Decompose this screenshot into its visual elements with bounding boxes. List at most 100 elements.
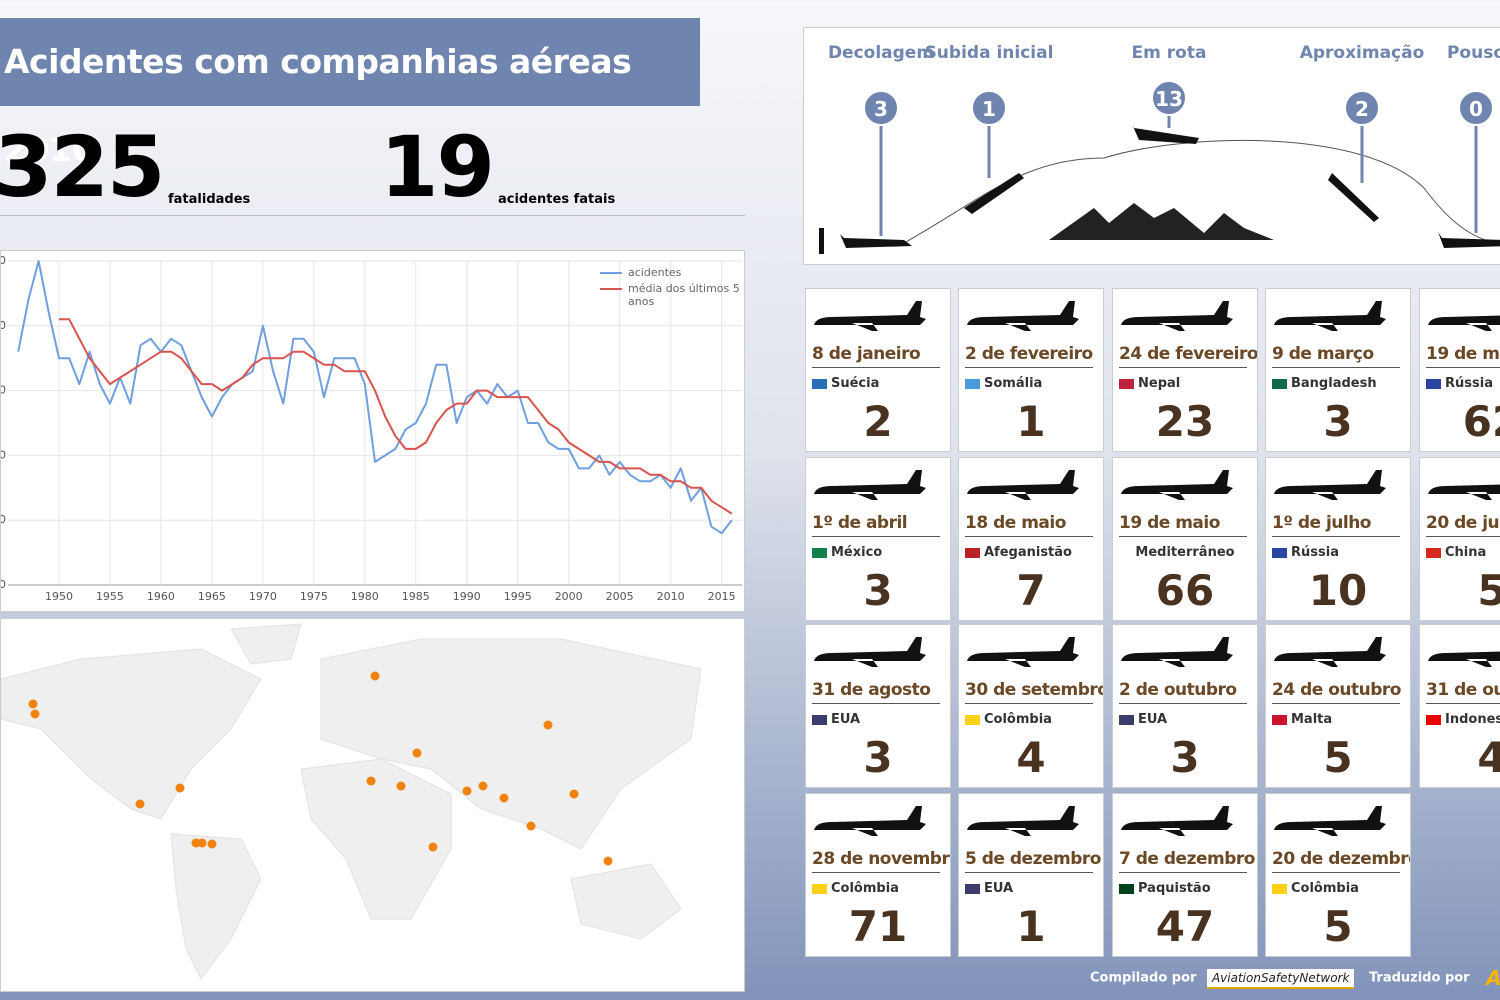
accident-date: 7 de dezembro [1119, 849, 1255, 869]
accident-card: 19 de março Rússia 62 [1419, 288, 1500, 452]
plane-shape [967, 806, 1079, 836]
accident-country: EUA [1138, 712, 1168, 727]
accident-locations [28, 671, 613, 866]
fatalities: 47 [1155, 902, 1215, 951]
accident-country: Colômbia [831, 881, 899, 896]
divider [965, 703, 1093, 704]
phase-count: 13 [1155, 87, 1183, 111]
plane-shape [814, 806, 926, 836]
fatalities: 3 [863, 566, 893, 615]
flag [812, 548, 827, 558]
flag [1272, 379, 1287, 389]
plane-shape [1274, 806, 1386, 836]
plane-silhouette [814, 637, 926, 667]
flag [965, 884, 980, 894]
flag [1119, 715, 1134, 725]
map-dot [478, 781, 488, 791]
accident-card: 28 de novembro Colômbia 71 [805, 793, 951, 957]
divider [1426, 536, 1500, 537]
y-tick-label: 0 [1, 578, 6, 591]
divider [965, 536, 1093, 537]
fatalities: 5 [1420, 566, 1500, 615]
phase-badge [1458, 90, 1494, 126]
phase-badge [971, 90, 1007, 126]
accident-card: 31 de agosto EUA 3 [805, 624, 951, 788]
accident-country: Somália [984, 376, 1043, 391]
map-dot [569, 789, 579, 799]
phase-count: 1 [982, 97, 996, 121]
eurasia [320, 638, 702, 850]
divider [1119, 703, 1247, 704]
plane-shape [1428, 315, 1500, 331]
mountains [1049, 203, 1274, 240]
plane-silhouette [967, 806, 1079, 836]
accident-country: México [831, 545, 883, 560]
plane-silhouette [1274, 470, 1386, 500]
legend-swatch [600, 272, 622, 274]
fatalities: 5 [1323, 733, 1353, 782]
accident-card: 24 de outubro Malta 5 [1265, 624, 1411, 788]
y-tick-label: 50 [1, 254, 6, 267]
translator-logo: AIRWAY [1486, 966, 1500, 990]
x-tick-label: 1975 [300, 590, 328, 603]
flag [1272, 884, 1287, 894]
accident-card: 2 de outubro EUA 3 [1112, 624, 1258, 788]
plane-silhouette [1121, 301, 1233, 331]
y-tick-label: 40 [1, 319, 6, 332]
divider [1272, 367, 1400, 368]
divider [965, 872, 1093, 873]
plane-shape [1121, 301, 1233, 331]
accident-date: 20 de dezembro [1272, 849, 1411, 869]
stat-label: acidentes fatais [498, 192, 616, 207]
plane-silhouette [814, 470, 926, 500]
credit-label: Traduzido por [1368, 970, 1470, 986]
accident-country: Paquistão [1138, 881, 1211, 896]
plane-shape [814, 301, 926, 331]
divider [0, 215, 745, 216]
phase-count: 2 [1355, 97, 1369, 121]
legend-label: média dos últimos 5 anos [628, 282, 740, 308]
plane-silhouette [967, 470, 1079, 500]
plane-silhouette [814, 806, 926, 836]
stat-label: fatalidades [168, 192, 251, 207]
accident-date: 30 de setembro [965, 680, 1104, 700]
plane-shape [1274, 470, 1386, 500]
map-dot [30, 709, 40, 719]
plane-silhouette [967, 301, 1079, 331]
accident-card: 8 de janeiro Suécia 2 [805, 288, 951, 452]
divider [812, 703, 940, 704]
legend-entry: média dos últimos 5 anos [600, 282, 740, 308]
plane [964, 173, 1024, 214]
accident-date: 24 de fevereiro [1119, 344, 1258, 364]
accident-card: 30 de setembro Colômbia 4 [958, 624, 1104, 788]
fatalities: 3 [1323, 397, 1353, 446]
series-line [59, 318, 733, 515]
map-dot [543, 720, 553, 730]
world-map [0, 623, 702, 980]
stat-value: 19 [380, 118, 495, 216]
plane-shape [1428, 651, 1500, 667]
accident-card: 31 de outubro Indonesia 4 [1419, 624, 1500, 788]
flag [965, 548, 980, 558]
divider [812, 536, 940, 537]
accident-country: China [1445, 545, 1487, 560]
phase-badge [863, 90, 899, 126]
accident-date: 20 de julho [1426, 513, 1500, 533]
y-tick-label: 30 [1, 384, 6, 397]
chart-panel: 0 10 20 30 40 50 1950 1955 1960 1965 1970 1975 1980 1… [0, 250, 745, 612]
plane-silhouette [1428, 484, 1500, 500]
planes [819, 124, 1500, 254]
fatalities: 5 [1323, 902, 1353, 951]
plane-shape [1428, 484, 1500, 500]
accident-country: EUA [984, 881, 1014, 896]
phase-label: Aproximação [1300, 43, 1425, 63]
fatalities: 10 [1308, 566, 1368, 615]
divider [1119, 536, 1247, 537]
plane [840, 234, 912, 248]
plane-shape [1121, 470, 1233, 500]
accident-date: 2 de fevereiro [965, 344, 1093, 364]
plane-silhouette [1274, 637, 1386, 667]
credit-label: Compilado por [1090, 970, 1197, 986]
divider [1272, 872, 1400, 873]
